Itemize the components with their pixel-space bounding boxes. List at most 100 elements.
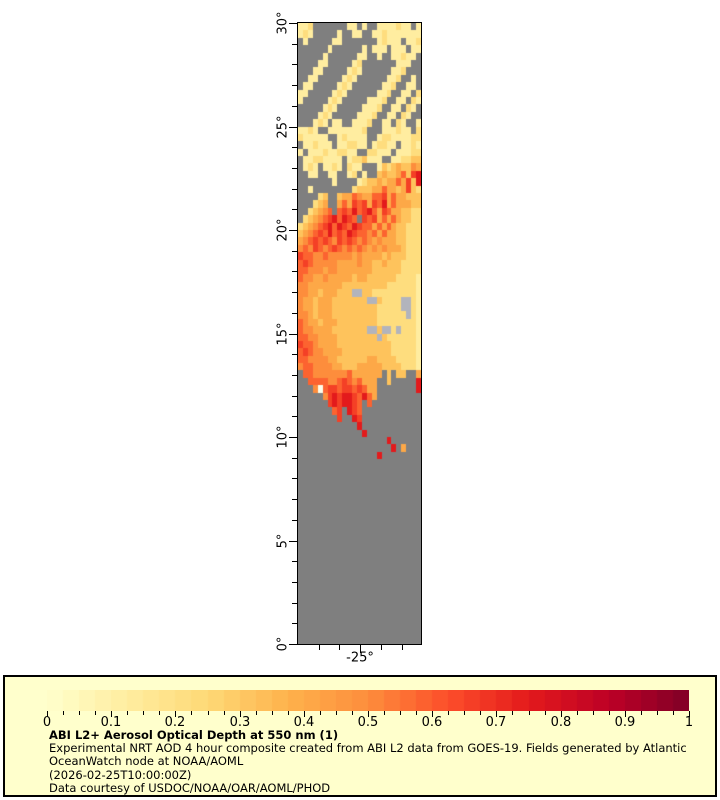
colorbar-minor-tick — [191, 711, 192, 715]
colorbar-minor-tick — [512, 711, 513, 715]
caption-block: ABI L2+ Aerosol Optical Depth at 550 nm … — [49, 728, 687, 795]
colorbar-major-tick — [689, 711, 690, 717]
colorbar-tick-label: 0.5 — [357, 715, 379, 730]
colorbar-minor-tick — [384, 711, 385, 715]
map-plot-frame — [297, 22, 422, 645]
colorbar-minor-tick — [224, 711, 225, 715]
colorbar-minor-tick — [336, 711, 337, 715]
caption-courtesy: Data courtesy of USDOC/NOAA/OAR/AOML/PHO… — [49, 780, 331, 795]
y-axis-minor-tick — [292, 106, 297, 107]
colorbar-minor-tick — [256, 711, 257, 715]
colorbar-tick-label: 0.7 — [485, 715, 507, 730]
y-axis-tick-label: 20° — [275, 218, 291, 242]
y-axis-minor-tick — [292, 478, 297, 479]
y-axis-major-tick — [289, 437, 297, 438]
colorbar-minor-tick — [352, 711, 353, 715]
colorbar-minor-tick — [593, 711, 594, 715]
y-axis-minor-tick — [292, 499, 297, 500]
colorbar-major-tick — [47, 711, 48, 717]
colorbar-tick-label: 0.1 — [100, 715, 122, 730]
y-axis-major-tick — [289, 230, 297, 231]
x-axis-tick-label: -25° — [346, 650, 374, 666]
colorbar-minor-tick — [577, 711, 578, 715]
colorbar-tick-label: 1 — [684, 715, 694, 730]
colorbar-minor-tick — [127, 711, 128, 715]
y-axis-minor-tick — [292, 603, 297, 604]
caption-title: ABI L2+ Aerosol Optical Depth at 550 nm … — [49, 728, 339, 742]
colorbar-tick-label: 0.9 — [614, 715, 636, 730]
x-axis-minor-tick — [402, 645, 403, 650]
caption-description-line-2: OceanWatch node at NOAA/AOML — [49, 754, 244, 769]
colorbar-tick-label: 0.3 — [229, 715, 251, 730]
colorbar-minor-tick — [400, 711, 401, 715]
colorbar-minor-tick — [159, 711, 160, 715]
colorbar-major-tick — [304, 711, 305, 717]
y-axis-minor-tick — [292, 375, 297, 376]
colorbar-minor-tick — [609, 711, 610, 715]
colorbar-minor-tick — [480, 711, 481, 715]
aod-map-canvas — [298, 23, 421, 644]
y-axis-minor-tick — [292, 209, 297, 210]
colorbar-minor-tick — [545, 711, 546, 715]
colorbar-gradient — [47, 690, 689, 711]
y-axis-tick-label: 25° — [275, 115, 291, 139]
colorbar-tick-label: 0.2 — [164, 715, 186, 730]
y-axis-tick-label: 0° — [275, 636, 291, 652]
colorbar-minor-tick — [529, 711, 530, 715]
colorbar-major-tick — [368, 711, 369, 717]
y-axis-tick-label: 15° — [275, 322, 291, 346]
y-axis-minor-tick — [292, 582, 297, 583]
colorbar-tick-label: 0.6 — [421, 715, 443, 730]
y-axis-major-tick — [289, 541, 297, 542]
x-axis-minor-tick — [339, 645, 340, 650]
y-axis-minor-tick — [292, 354, 297, 355]
caption-description-line-1: Experimental NRT AOD 4 hour composite cr… — [49, 741, 687, 756]
colorbar-minor-tick — [673, 711, 674, 715]
y-axis-minor-tick — [292, 271, 297, 272]
colorbar-minor-tick — [208, 711, 209, 715]
colorbar-minor-tick — [272, 711, 273, 715]
y-axis-minor-tick — [292, 44, 297, 45]
x-axis-minor-tick — [319, 645, 320, 650]
colorbar-major-tick — [561, 711, 562, 717]
y-axis-minor-tick — [292, 458, 297, 459]
y-axis-tick-label: 10° — [275, 425, 291, 449]
y-axis-minor-tick — [292, 416, 297, 417]
y-axis-minor-tick — [292, 561, 297, 562]
colorbar-major-tick — [625, 711, 626, 717]
y-axis-minor-tick — [292, 623, 297, 624]
colorbar-minor-tick — [320, 711, 321, 715]
colorbar-minor-tick — [143, 711, 144, 715]
y-axis-minor-tick — [292, 147, 297, 148]
y-axis-minor-tick — [292, 64, 297, 65]
y-axis-major-tick — [289, 127, 297, 128]
y-axis-minor-tick — [292, 292, 297, 293]
colorbar-major-tick — [240, 711, 241, 717]
x-axis-major-tick — [360, 645, 361, 653]
colorbar-minor-tick — [416, 711, 417, 715]
colorbar-tick-label: 0 — [42, 715, 52, 730]
y-axis-tick-label: 5° — [275, 533, 291, 549]
colorbar-minor-tick — [95, 711, 96, 715]
colorbar-minor-tick — [448, 711, 449, 715]
colorbar-major-tick — [496, 711, 497, 717]
colorbar-minor-tick — [464, 711, 465, 715]
colorbar-major-tick — [111, 711, 112, 717]
colorbar-minor-tick — [288, 711, 289, 715]
colorbar-major-tick — [432, 711, 433, 717]
colorbar-minor-tick — [657, 711, 658, 715]
colorbar-tick-label: 0.4 — [293, 715, 315, 730]
colorbar-minor-tick — [79, 711, 80, 715]
y-axis-tick-label: 30° — [275, 11, 291, 35]
y-axis-minor-tick — [292, 189, 297, 190]
y-axis-minor-tick — [292, 396, 297, 397]
caption-timestamp: (2026-02-25T10:00:00Z) — [49, 767, 192, 782]
y-axis-major-tick — [289, 644, 297, 645]
y-axis-minor-tick — [292, 85, 297, 86]
x-axis-minor-tick — [381, 645, 382, 650]
y-axis-major-tick — [289, 23, 297, 24]
y-axis-minor-tick — [292, 520, 297, 521]
colorbar-minor-tick — [63, 711, 64, 715]
y-axis-major-tick — [289, 334, 297, 335]
